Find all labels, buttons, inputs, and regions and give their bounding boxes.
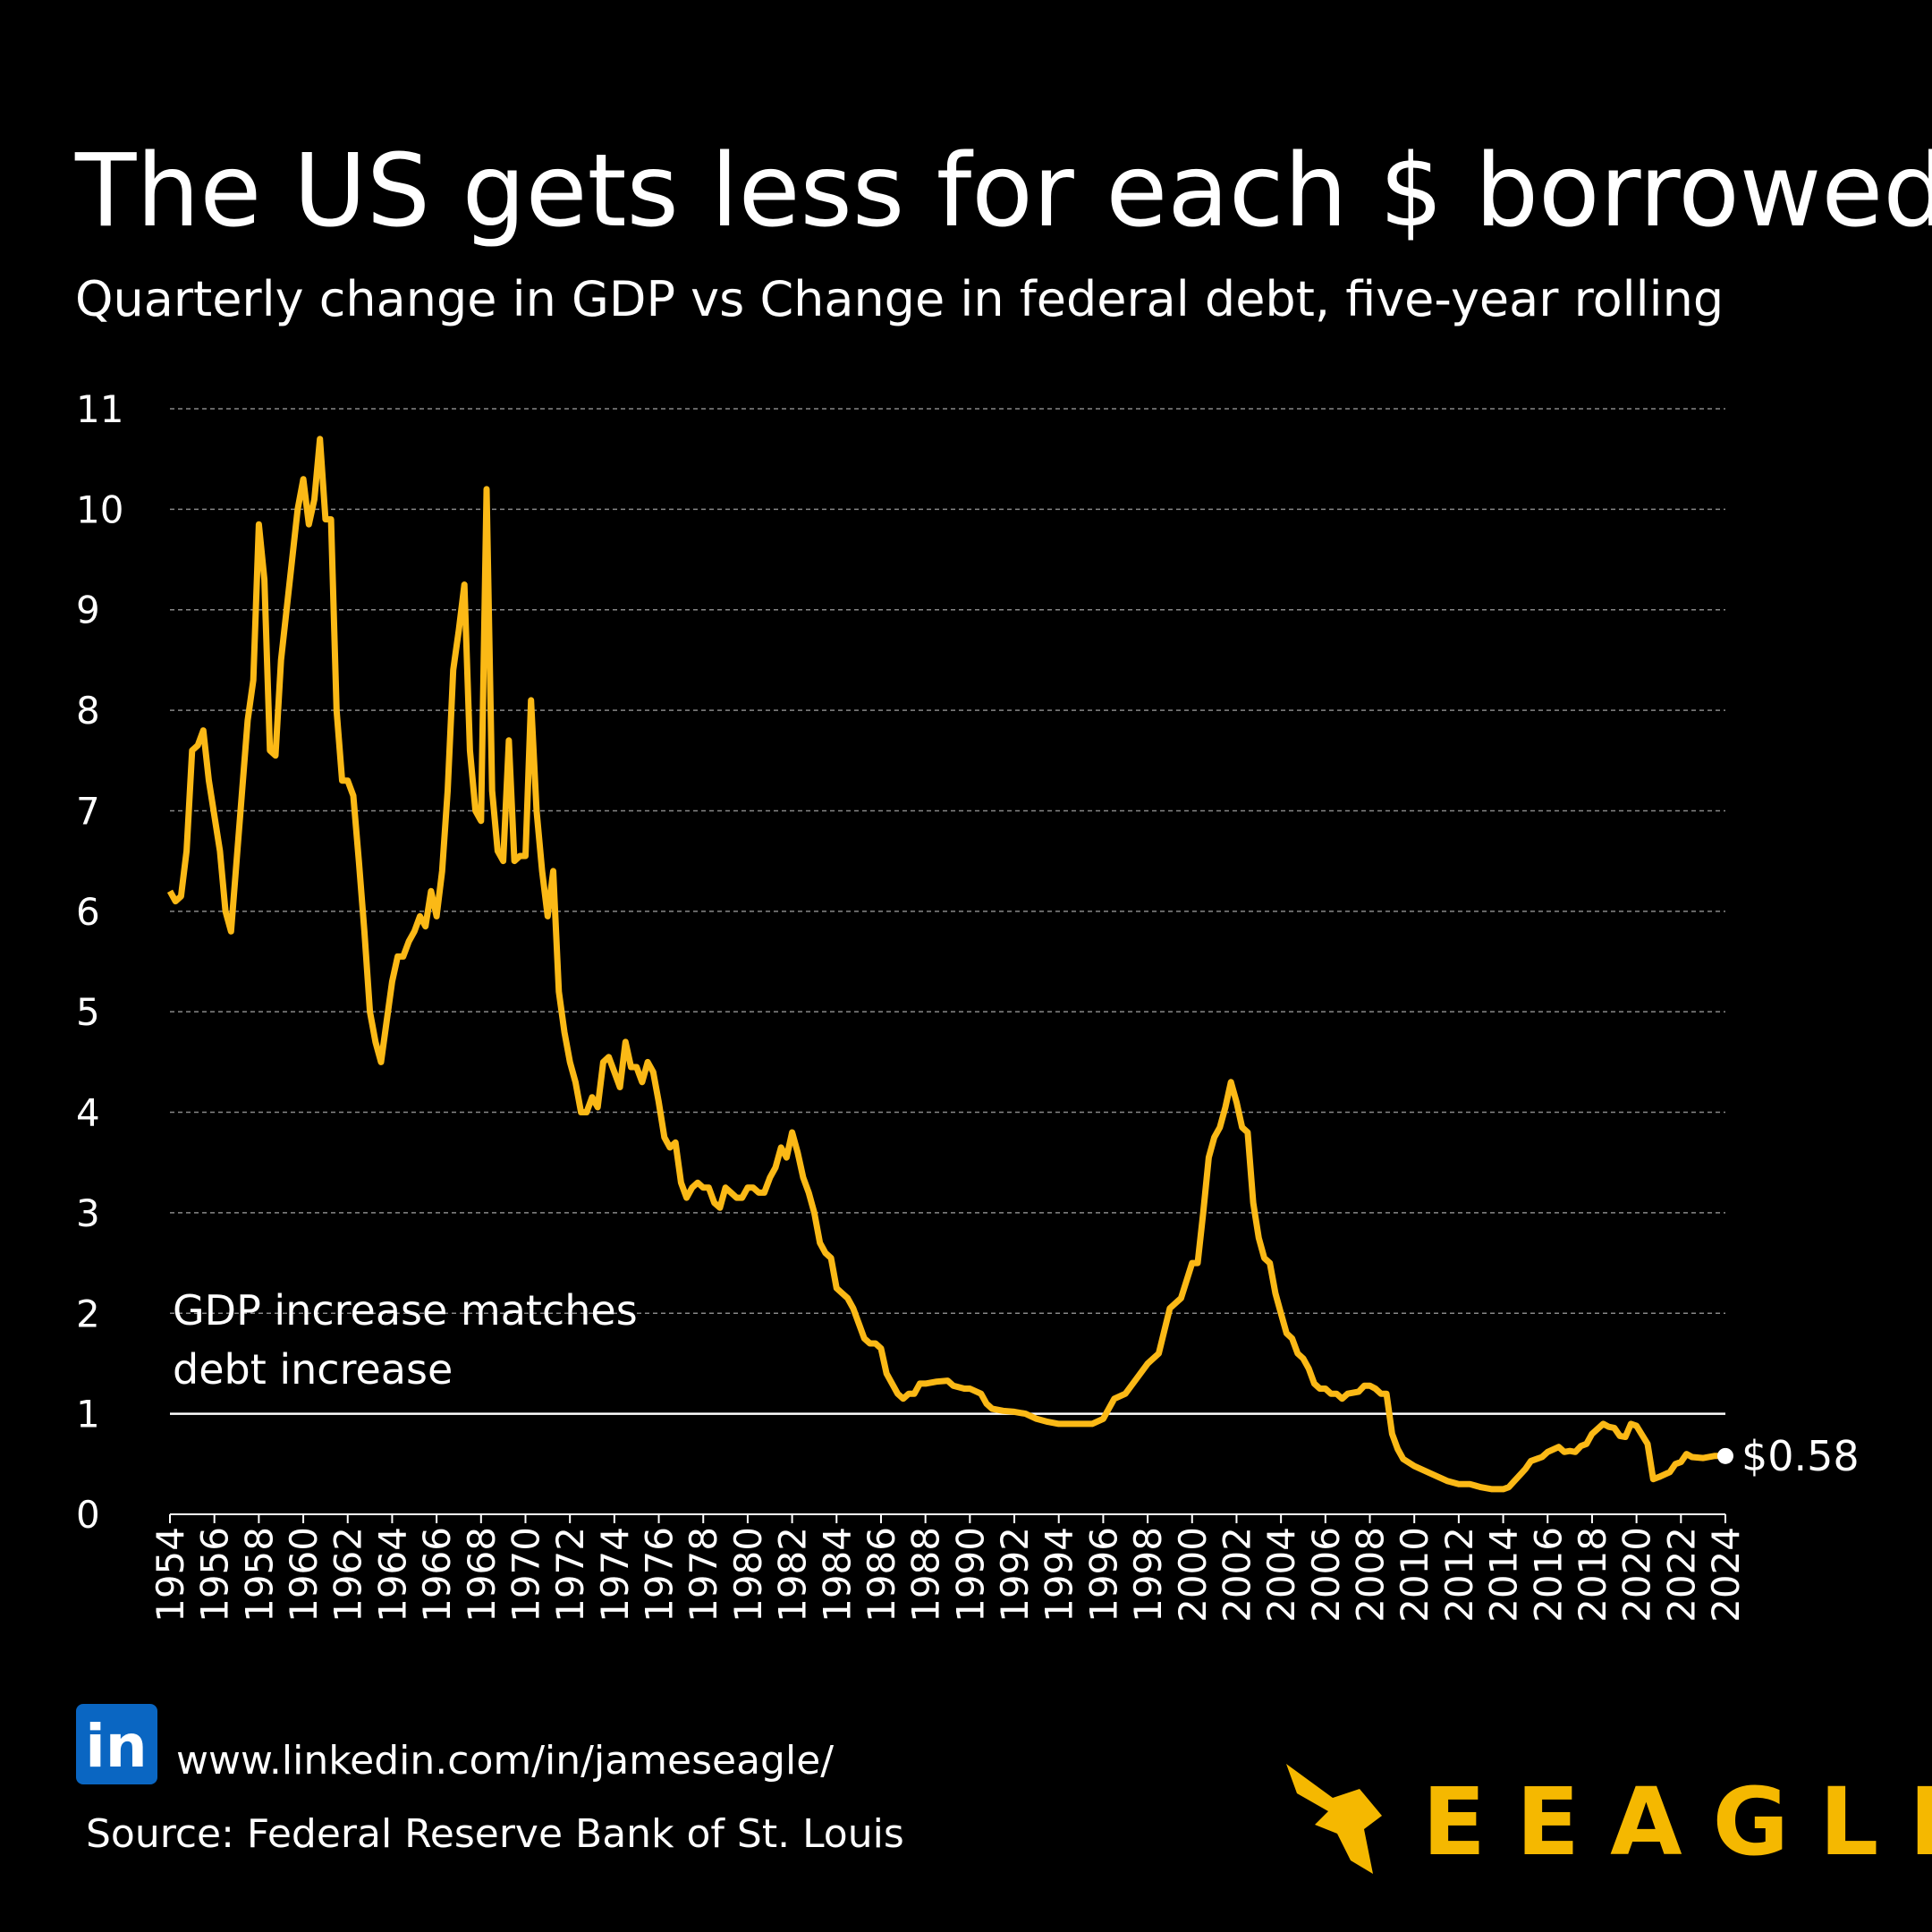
y-tick-label: 4 bbox=[76, 1091, 100, 1135]
linkedin-icon bbox=[76, 1704, 157, 1784]
end-point bbox=[1717, 1447, 1733, 1464]
brand: EEAGLI bbox=[1422, 1767, 1932, 1877]
x-tick-label: 1988 bbox=[904, 1527, 948, 1623]
x-tick-label: 1956 bbox=[193, 1527, 237, 1623]
linkedin-icon-text: in bbox=[85, 1712, 148, 1781]
y-tick-label: 7 bbox=[76, 789, 100, 833]
x-tick-label: 1968 bbox=[460, 1527, 504, 1623]
y-tick-label: 8 bbox=[76, 689, 100, 733]
x-tick-label: 1972 bbox=[548, 1527, 592, 1623]
x-tick-label: 1954 bbox=[148, 1527, 192, 1623]
x-tick-label: 2010 bbox=[1393, 1527, 1436, 1623]
y-tick-label: 5 bbox=[76, 990, 100, 1034]
x-tick-label: 1986 bbox=[860, 1527, 903, 1623]
x-tick-label: 1970 bbox=[504, 1527, 547, 1623]
x-tick-label: 1958 bbox=[237, 1527, 281, 1623]
data-line bbox=[166, 436, 1725, 1493]
x-tick-label: 2004 bbox=[1259, 1527, 1303, 1623]
y-tick-label: 10 bbox=[76, 487, 123, 531]
x-tick-label: 2024 bbox=[1704, 1527, 1748, 1623]
chart-subtitle: Quarterly change in GDP vs Change in fed… bbox=[75, 271, 1724, 327]
x-tick-label: 2022 bbox=[1659, 1527, 1703, 1623]
y-tick-label: 2 bbox=[76, 1292, 100, 1335]
eagle-logo bbox=[1286, 1764, 1382, 1874]
x-tick-label: 1976 bbox=[638, 1527, 682, 1623]
x-tick-label: 2014 bbox=[1482, 1527, 1526, 1623]
x-tick-label: 1992 bbox=[993, 1527, 1037, 1623]
x-tick-label: 2020 bbox=[1615, 1527, 1659, 1623]
y-tick-label: 9 bbox=[76, 589, 100, 632]
y-tick-label: 3 bbox=[76, 1191, 100, 1235]
x-tick-label: 1980 bbox=[726, 1527, 770, 1623]
x-tick-label: 1960 bbox=[282, 1527, 326, 1623]
x-tick-label: 1996 bbox=[1081, 1527, 1125, 1623]
x-tick-label: 1974 bbox=[593, 1527, 637, 1623]
y-tick-label: 0 bbox=[76, 1493, 100, 1537]
reference-label: GDP increase matches bbox=[173, 1286, 638, 1335]
x-tick-label: 2008 bbox=[1349, 1527, 1393, 1623]
x-tick-label: 2016 bbox=[1526, 1527, 1570, 1623]
x-tick-label: 2018 bbox=[1571, 1527, 1614, 1623]
x-tick-label: 1964 bbox=[370, 1527, 414, 1623]
x-tick-label: 1998 bbox=[1126, 1527, 1170, 1623]
chart-title: The US gets less for each $ borrowed bbox=[74, 133, 1932, 250]
y-tick-label: 6 bbox=[76, 890, 100, 934]
x-tick-label: 1962 bbox=[326, 1527, 370, 1623]
x-tick-label: 1966 bbox=[415, 1527, 459, 1623]
x-tick-label: 1990 bbox=[948, 1527, 992, 1623]
x-tick-label: 1994 bbox=[1038, 1527, 1081, 1623]
end-label: $0.58 bbox=[1741, 1432, 1860, 1480]
x-tick-label: 2012 bbox=[1437, 1527, 1481, 1623]
x-tick-label: 2006 bbox=[1304, 1527, 1348, 1623]
linkedin-url: www.linkedin.com/in/jameseagle/ bbox=[176, 1738, 834, 1784]
x-tick-label: 1982 bbox=[771, 1527, 815, 1623]
y-tick-label: 11 bbox=[76, 387, 123, 431]
x-tick-label: 1978 bbox=[682, 1527, 725, 1623]
x-tick-label: 2000 bbox=[1171, 1527, 1215, 1623]
x-tick-label: 2002 bbox=[1215, 1527, 1258, 1623]
source: Source: Federal Reserve Bank of St. Loui… bbox=[86, 1811, 904, 1857]
x-tick-label: 1984 bbox=[815, 1527, 859, 1623]
y-tick-label: 1 bbox=[76, 1393, 100, 1436]
reference-label: debt increase bbox=[173, 1345, 453, 1394]
